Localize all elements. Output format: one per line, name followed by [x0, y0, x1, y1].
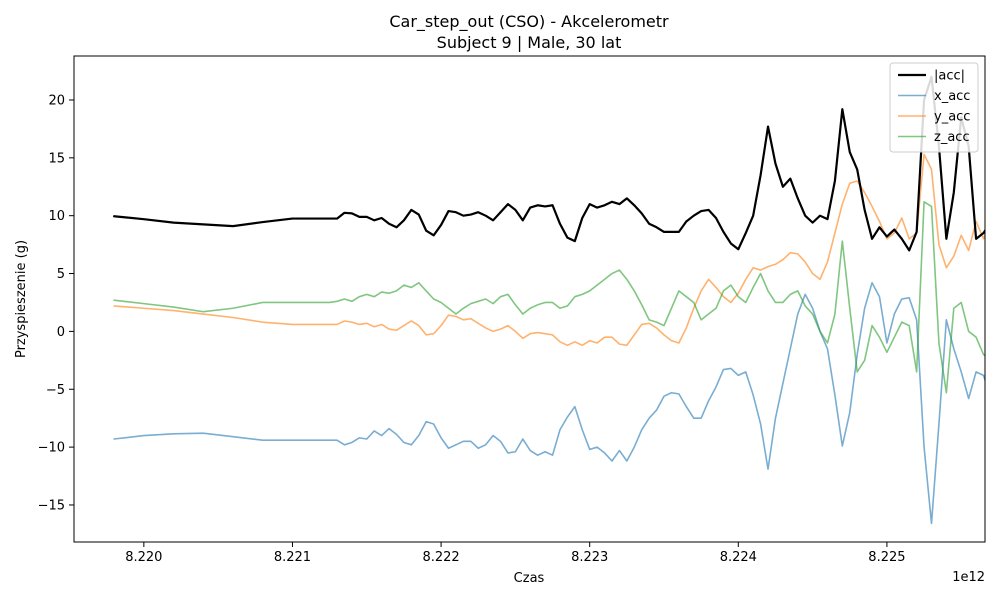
y-tick-label: −10: [38, 441, 65, 456]
legend-label: x_acc: [934, 89, 970, 104]
series-line-yacc: [113, 153, 985, 347]
x-tick-label: 8.220: [125, 550, 162, 565]
x-tick-label: 8.221: [274, 550, 311, 565]
legend: |acc| x_acc y_acc z_acc: [889, 62, 979, 153]
x-tick-label: 8.225: [868, 550, 905, 565]
y-tick-label: −15: [38, 498, 65, 513]
series-line-xacc: [113, 282, 985, 525]
series-layer: [113, 75, 985, 525]
legend-label: |acc|: [934, 69, 965, 84]
x-axis-ticks: 8.220 8.221 8.222 8.223 8.224 8.225: [125, 542, 906, 565]
legend-label: y_acc: [934, 110, 970, 125]
x-offset-label: 1e12: [952, 570, 985, 585]
y-tick-label: 15: [48, 151, 65, 166]
y-tick-label: 10: [48, 209, 65, 224]
y-tick-label: 20: [48, 93, 65, 108]
series-line-zacc: [113, 201, 985, 394]
x-tick-label: 8.224: [720, 550, 757, 565]
y-tick-label: 5: [57, 267, 65, 282]
legend-box: [889, 62, 979, 153]
x-tick-label: 8.223: [571, 550, 608, 565]
legend-label: z_acc: [934, 130, 970, 145]
x-tick-label: 8.222: [422, 550, 459, 565]
chart-title: Car_step_out (CSO) - Akcelerometr: [389, 12, 669, 32]
plot-frame: [73, 55, 986, 543]
series-line-acc: [113, 75, 985, 252]
y-axis-ticks: −15 −10 −5 0 5 10 15 20: [38, 93, 74, 513]
chart-subtitle: Subject 9 | Male, 30 lat: [437, 33, 622, 52]
y-axis-label: Przyspieszenie (g): [14, 240, 29, 358]
y-tick-label: 0: [57, 325, 65, 340]
x-axis-label: Czas: [514, 571, 545, 586]
y-tick-label: −5: [46, 383, 65, 398]
